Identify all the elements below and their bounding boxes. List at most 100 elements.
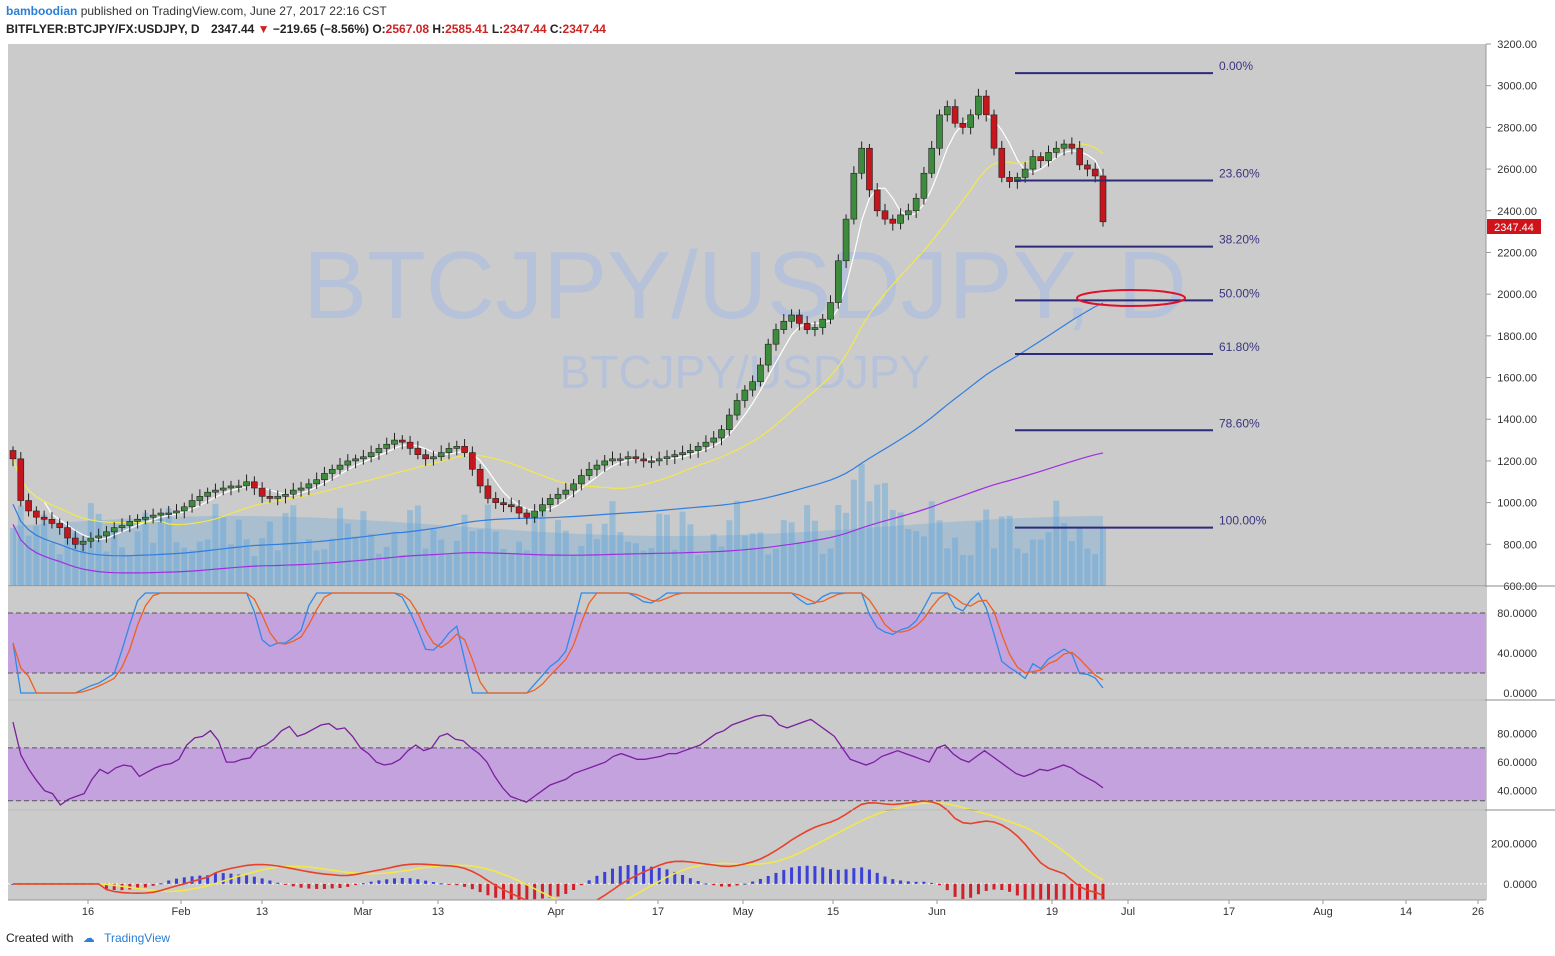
candle-body bbox=[624, 456, 632, 460]
annotation-circle[interactable] bbox=[1076, 289, 1186, 307]
volume-bar bbox=[103, 551, 110, 586]
volume-bar bbox=[547, 554, 554, 586]
candle-body bbox=[492, 498, 500, 503]
candle-body bbox=[430, 456, 437, 460]
author-link[interactable]: bamboodian bbox=[6, 4, 78, 18]
price-axis[interactable] bbox=[1486, 44, 1555, 900]
candle-body bbox=[811, 327, 819, 330]
candle-body bbox=[1045, 152, 1052, 162]
high-label: H: bbox=[432, 22, 446, 36]
macd-histogram-bar bbox=[533, 883, 537, 900]
macd-histogram-bar bbox=[961, 883, 965, 900]
volume-bar bbox=[259, 538, 266, 586]
macd-pane[interactable] bbox=[8, 811, 1486, 900]
volume-bar bbox=[41, 514, 48, 586]
oscillator-tick: 80.0000 bbox=[1497, 729, 1537, 741]
volume-bar bbox=[134, 531, 141, 586]
volume-layer bbox=[10, 463, 1106, 586]
tradingview-link[interactable]: TradingView bbox=[104, 931, 171, 945]
rsi-line-path bbox=[12, 714, 1104, 806]
volume-bar bbox=[72, 532, 79, 586]
candle-body bbox=[1052, 147, 1060, 153]
macd-histogram-bar bbox=[922, 881, 926, 884]
macd-histogram-bar bbox=[221, 873, 225, 884]
volume-bar bbox=[640, 550, 647, 586]
volume-bar bbox=[1100, 527, 1106, 586]
volume-bar bbox=[142, 512, 149, 586]
time-axis[interactable] bbox=[8, 900, 1486, 920]
macd-histogram-bar bbox=[346, 883, 350, 887]
volume-bar bbox=[819, 553, 826, 586]
macd-histogram-bar bbox=[540, 883, 544, 899]
volume-bar bbox=[609, 501, 616, 586]
candle-body bbox=[671, 454, 679, 458]
candle-body bbox=[866, 147, 873, 191]
macd-histogram-bar bbox=[634, 865, 638, 884]
volume-bar bbox=[243, 539, 250, 586]
time-tick: Mar bbox=[354, 906, 373, 918]
volume-bar bbox=[889, 509, 896, 586]
candle-body bbox=[609, 458, 616, 462]
time-tick: 13 bbox=[256, 906, 268, 918]
candle-body bbox=[967, 114, 974, 128]
macd-histogram-bar bbox=[1054, 883, 1058, 910]
candle-body bbox=[173, 510, 180, 514]
candle-body bbox=[352, 458, 359, 462]
macd-histogram-bar bbox=[930, 882, 934, 884]
candle-body bbox=[616, 458, 624, 461]
macd-histogram-bar bbox=[914, 881, 918, 884]
macd-histogram-bar bbox=[1070, 883, 1074, 907]
volume-bar bbox=[1037, 539, 1044, 586]
macd-histogram-bar bbox=[829, 869, 832, 884]
fib-level-label: 38.20% bbox=[1219, 233, 1260, 247]
candle-body bbox=[1014, 177, 1021, 182]
volume-bar bbox=[757, 532, 764, 586]
volume-bar bbox=[734, 500, 741, 586]
time-tick: 17 bbox=[652, 906, 664, 918]
volume-bar bbox=[632, 543, 639, 586]
macd-histogram-bar bbox=[782, 869, 786, 884]
macd-histogram-bar bbox=[1000, 883, 1004, 891]
candle-body bbox=[235, 485, 243, 488]
macd-histogram-bar bbox=[790, 867, 794, 884]
volume-bar bbox=[882, 483, 888, 586]
macd-histogram-bar bbox=[899, 880, 903, 884]
candle-body bbox=[757, 364, 764, 383]
candle-body bbox=[648, 460, 655, 463]
volume-bar bbox=[360, 511, 367, 586]
price-pane[interactable] bbox=[8, 44, 1486, 586]
volume-bar bbox=[765, 554, 772, 586]
macd-histogram-bar bbox=[151, 883, 155, 886]
candle-body bbox=[391, 439, 398, 445]
macd-histogram-bar bbox=[556, 883, 560, 897]
candle-body bbox=[562, 489, 570, 495]
oscillator-tick: 0.0000 bbox=[1503, 879, 1537, 891]
volume-bar bbox=[17, 505, 24, 586]
volume-bar bbox=[508, 554, 515, 586]
macd-histogram-bar bbox=[860, 867, 864, 884]
volume-bar bbox=[64, 539, 71, 586]
macd-histogram-bar bbox=[595, 875, 599, 884]
candle-body bbox=[741, 389, 749, 401]
change-value: −219.65 (−8.56%) bbox=[272, 22, 369, 36]
macd-histogram-bar bbox=[260, 878, 264, 884]
macd-histogram-bar bbox=[470, 883, 474, 890]
candle-body bbox=[975, 95, 982, 116]
candle-body bbox=[1029, 156, 1037, 170]
candles-layer bbox=[9, 88, 1107, 552]
candle-body bbox=[25, 500, 32, 512]
candle-body bbox=[889, 218, 897, 224]
volume-bar bbox=[905, 529, 912, 586]
candle-body bbox=[1006, 177, 1013, 182]
volume-bar bbox=[967, 555, 974, 586]
oscillator-tick: 40.0000 bbox=[1497, 786, 1537, 798]
macd-histogram-bar bbox=[867, 869, 871, 884]
candle-body bbox=[585, 468, 593, 476]
candle-body bbox=[788, 314, 795, 322]
candle-body bbox=[484, 485, 492, 499]
fibonacci-retracement[interactable]: 0.00% 23.60% 38.20% 50.00% 61.80% 78.60% 100.0… bbox=[1015, 59, 1267, 529]
macd-histogram-bar bbox=[906, 881, 910, 884]
volume-bar bbox=[718, 546, 725, 586]
macd-histogram-bar bbox=[953, 883, 957, 897]
